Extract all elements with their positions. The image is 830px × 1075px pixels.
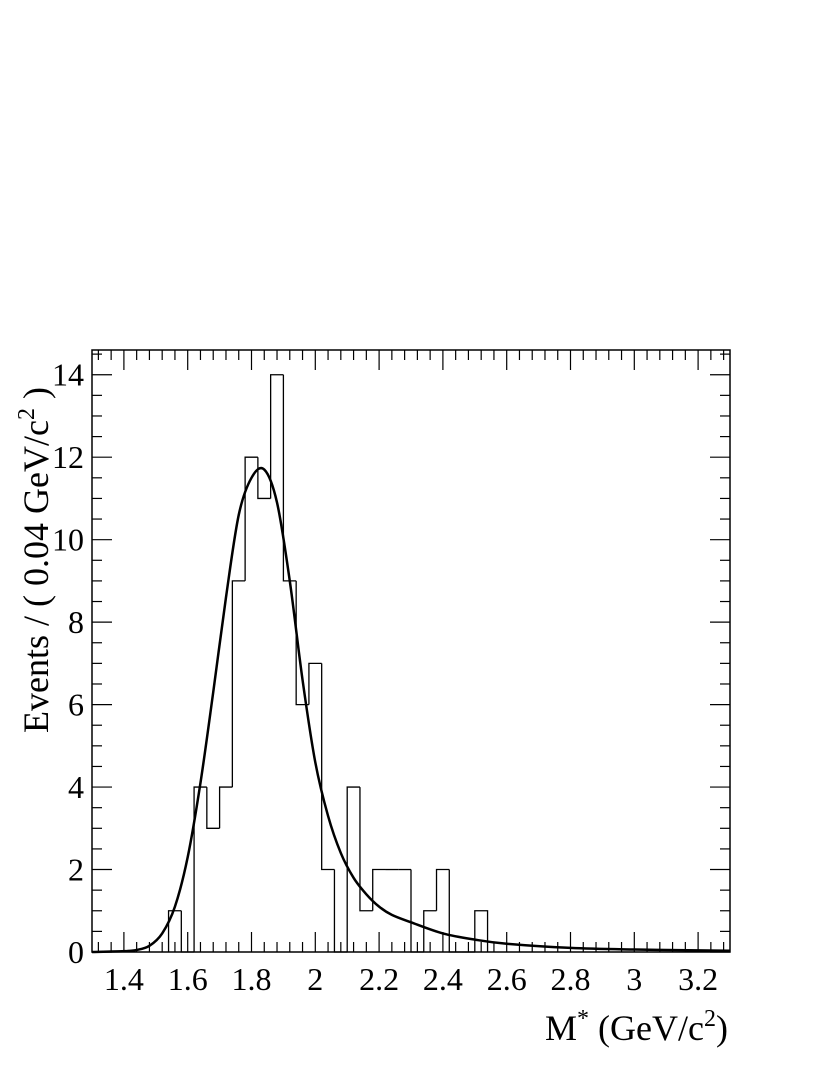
x-tick-label: 2.4 — [423, 961, 463, 997]
x-tick-label: 1.4 — [104, 961, 144, 997]
x-tick-label: 3 — [626, 961, 642, 997]
y-tick-label: 10 — [52, 522, 84, 558]
x-tick-label: 3.2 — [678, 961, 718, 997]
y-tick-label: 14 — [52, 357, 84, 393]
fit-curve — [91, 466, 731, 954]
histogram-bin — [206, 787, 220, 829]
x-tick-label: 2.6 — [487, 961, 527, 997]
y-tick-label: 2 — [68, 852, 84, 888]
histogram-bin — [244, 456, 258, 581]
histogram-bin — [410, 869, 424, 953]
histogram-bin — [321, 663, 335, 871]
x-tick-label: 1.8 — [232, 961, 272, 997]
y-tick-label: 8 — [68, 604, 84, 640]
histogram-bin — [359, 787, 373, 912]
histogram-bin — [333, 869, 348, 953]
histogram-bin — [269, 374, 284, 499]
histogram-bin — [346, 786, 360, 952]
x-tick-label: 1.6 — [168, 961, 208, 997]
y-tick-label: 0 — [68, 934, 84, 970]
y-tick-label: 4 — [68, 769, 84, 805]
histogram-bin — [218, 786, 233, 829]
histogram-bin — [193, 786, 207, 952]
histogram-bin — [231, 580, 246, 788]
histogram-bin — [435, 868, 450, 911]
histogram-bin — [423, 910, 437, 952]
x-tick-label: 2.8 — [551, 961, 591, 997]
histogram-bin — [372, 868, 386, 911]
histogram-bin — [282, 374, 297, 582]
y-tick-label: 6 — [68, 687, 84, 723]
histogram-bin — [448, 869, 463, 953]
x-tick-label: 2 — [307, 961, 323, 997]
histogram-bin — [180, 910, 195, 953]
x-axis-title: M* (GeV/c2) — [545, 1006, 728, 1048]
histogram-bin — [308, 662, 322, 705]
y-tick-label: 12 — [52, 439, 84, 475]
y-axis-title: Events / ( 0.04 GeV/c2 ) — [14, 387, 56, 733]
histogram-bin — [167, 910, 182, 952]
histogram-bin — [474, 910, 489, 952]
x-tick-label: 2.2 — [359, 961, 399, 997]
